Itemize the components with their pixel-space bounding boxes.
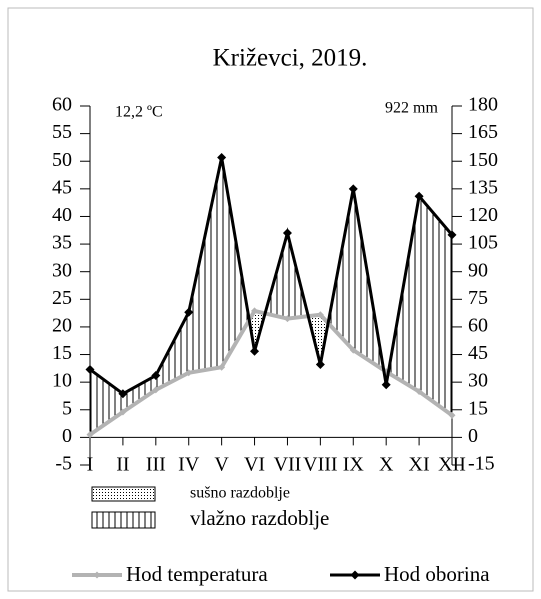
- x-tick-label: VIII: [303, 454, 337, 476]
- point: [414, 191, 424, 201]
- x-tick-label: VII: [274, 454, 302, 476]
- y-tick-label: 10: [52, 370, 72, 392]
- y2-tick-label: 75: [468, 287, 488, 309]
- point: [185, 369, 193, 377]
- point: [250, 346, 260, 356]
- y2-tick-label: 15: [468, 397, 488, 419]
- point: [348, 184, 358, 194]
- y-tick-label: 50: [52, 149, 72, 171]
- y2-tick-label: 120: [468, 204, 498, 226]
- series-line: [88, 308, 454, 437]
- y-tick-label: 55: [52, 121, 72, 143]
- legend-label: Hod temperatura: [126, 562, 268, 586]
- wet-swatch: [91, 511, 156, 529]
- y2-tick-label: 0: [468, 425, 478, 447]
- y2-tick-label: 30: [468, 370, 488, 392]
- legend-label: vlažno razdoblje: [190, 506, 329, 530]
- dry-swatch: [91, 486, 156, 502]
- x-tick-label: IX: [343, 454, 365, 476]
- y2-tick-label: 105: [468, 232, 498, 254]
- y2-tick-label: 150: [468, 149, 498, 171]
- x-tick-label: V: [214, 454, 229, 476]
- point: [118, 389, 128, 399]
- x-tick-label: III: [146, 454, 166, 476]
- y-tick-label: -5: [55, 453, 72, 475]
- y-tick-label: 0: [62, 425, 72, 447]
- chart-title: Križevci, 2019.: [213, 45, 368, 72]
- point: [282, 228, 292, 238]
- y2-tick-label: 45: [468, 342, 488, 364]
- point: [86, 431, 94, 439]
- series-line: [89, 157, 454, 396]
- y2-tick-label: 165: [468, 121, 498, 143]
- legend-label: sušno razdoblje: [190, 485, 290, 502]
- x-tick-label: II: [116, 454, 129, 476]
- y-tick-label: 20: [52, 315, 72, 337]
- point: [184, 307, 194, 317]
- y2-tick-label: -15: [468, 453, 495, 475]
- point: [283, 315, 291, 323]
- y-tick-label: 30: [52, 259, 72, 281]
- point: [85, 364, 95, 374]
- x-tick-label: XI: [409, 454, 430, 476]
- y2-tick-label: 60: [468, 315, 488, 337]
- y-tick-label: 15: [52, 342, 72, 364]
- point: [152, 386, 160, 394]
- point: [315, 359, 325, 369]
- x-tick-label: VI: [244, 454, 265, 476]
- y2-tick-label: 180: [468, 94, 498, 116]
- legend-label: Hod oborina: [384, 562, 490, 586]
- y-tick-label: 40: [52, 204, 72, 226]
- legend-marker: [350, 570, 360, 580]
- y-tick-label: 5: [62, 397, 72, 419]
- y2-tick-label: 135: [468, 176, 498, 198]
- point: [316, 311, 324, 319]
- legend-marker: [93, 571, 101, 579]
- point: [381, 380, 391, 390]
- point: [217, 153, 227, 163]
- x-tick-label: IV: [178, 454, 200, 476]
- annotation: 12,2 ºC: [115, 104, 163, 121]
- point: [218, 363, 226, 371]
- y-tick-label: 60: [52, 94, 72, 116]
- point: [448, 411, 456, 419]
- annotation: 922 mm: [385, 100, 438, 117]
- x-tick-label: I: [87, 454, 94, 476]
- y2-tick-label: 90: [468, 259, 488, 281]
- point: [151, 371, 161, 381]
- point: [415, 388, 423, 396]
- y-tick-label: 45: [52, 176, 72, 198]
- x-tick-label: XII: [438, 454, 466, 476]
- y-tick-label: 35: [52, 232, 72, 254]
- point: [119, 408, 127, 416]
- point: [447, 230, 457, 240]
- x-tick-label: X: [379, 454, 394, 476]
- point: [251, 307, 259, 315]
- y-tick-label: 25: [52, 287, 72, 309]
- point: [349, 346, 357, 354]
